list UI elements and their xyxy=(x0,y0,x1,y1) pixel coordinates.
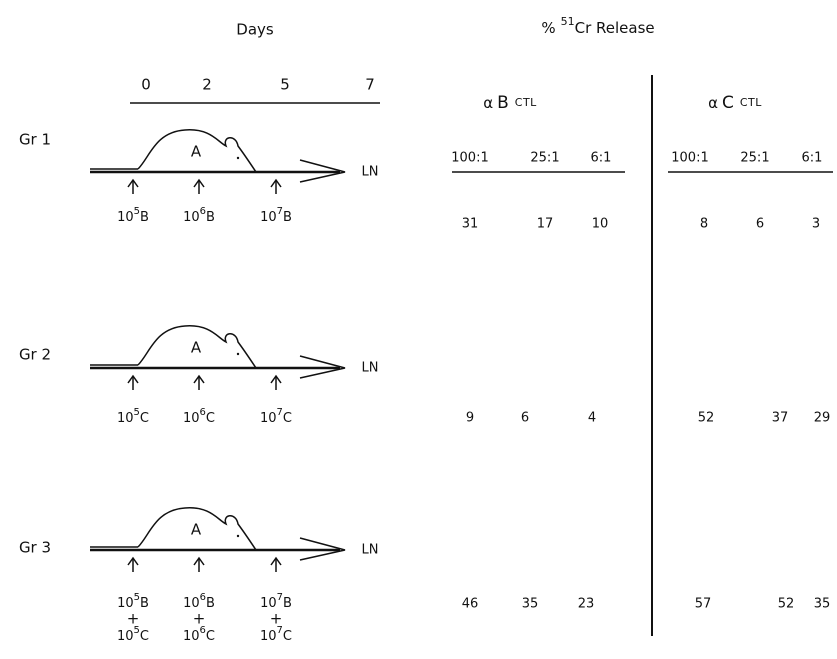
percent: % xyxy=(541,19,555,37)
eye xyxy=(237,535,239,537)
dose-base: 10 xyxy=(260,210,277,225)
plus: + xyxy=(127,610,140,628)
dose-cell: C xyxy=(206,629,215,644)
release-value: 52 xyxy=(698,411,715,426)
isotope: 51 xyxy=(561,15,575,28)
dose-base: 10 xyxy=(260,629,277,644)
ratio: 6:1 xyxy=(802,151,823,166)
dose-cell: C xyxy=(206,411,215,426)
dose-cell: C xyxy=(140,411,149,426)
eye xyxy=(237,157,239,159)
dose-base: 10 xyxy=(183,210,200,225)
dose-cell: B xyxy=(283,596,292,611)
eye xyxy=(237,353,239,355)
dose: 105C xyxy=(117,407,149,426)
mouse-label: A xyxy=(191,143,202,161)
day-label: 5 xyxy=(280,76,290,94)
release-value: 10 xyxy=(592,217,609,232)
mouse-label: A xyxy=(191,521,202,539)
release-value: 46 xyxy=(462,597,479,612)
release-value: 6 xyxy=(521,411,529,426)
dose-cell: C xyxy=(140,629,149,644)
release-value: 17 xyxy=(537,217,554,232)
dose-cell: C xyxy=(283,629,292,644)
site-label: LN xyxy=(362,165,379,180)
dose: 107B xyxy=(260,592,292,611)
dose-base: 10 xyxy=(183,596,200,611)
ratio: 25:1 xyxy=(530,151,559,166)
target-cell: B xyxy=(497,93,509,113)
group-label: Gr 1 xyxy=(19,131,51,149)
group-label: Gr 2 xyxy=(19,346,51,364)
day-label: 0 xyxy=(141,76,151,94)
site-label: LN xyxy=(362,543,379,558)
ratio: 100:1 xyxy=(451,151,488,166)
release-value: 4 xyxy=(588,411,596,426)
ctl: CTL xyxy=(740,96,762,109)
dose: 105C xyxy=(117,625,149,644)
dose: 105B xyxy=(117,206,149,225)
dose-base: 10 xyxy=(117,411,134,426)
release-value: 3 xyxy=(812,217,820,232)
release-value: 29 xyxy=(814,411,831,426)
target-cell: C xyxy=(722,93,734,113)
dose-base: 10 xyxy=(117,210,134,225)
figure: Days 0257%51Cr ReleaseαBCTL100:125:16:1α… xyxy=(0,0,837,659)
dose-cell: B xyxy=(206,596,215,611)
dose: 106C xyxy=(183,407,215,426)
dose: 107B xyxy=(260,206,292,225)
dose-base: 10 xyxy=(260,411,277,426)
dose-base: 10 xyxy=(117,596,134,611)
day-label: 2 xyxy=(202,76,212,94)
dose: 106B xyxy=(183,206,215,225)
dose-cell: B xyxy=(140,210,149,225)
ratio: 100:1 xyxy=(671,151,708,166)
release-value: 35 xyxy=(522,597,539,612)
dose-cell: B xyxy=(206,210,215,225)
dose-base: 10 xyxy=(260,596,277,611)
dose: 107C xyxy=(260,407,292,426)
alpha: α xyxy=(708,94,718,112)
site-label: LN xyxy=(362,361,379,376)
plus: + xyxy=(193,610,206,628)
ratio: 25:1 xyxy=(740,151,769,166)
release-value: 9 xyxy=(466,411,474,426)
dose: 106C xyxy=(183,625,215,644)
dose-cell: B xyxy=(140,596,149,611)
release-value: 35 xyxy=(814,597,831,612)
group-label: Gr 3 xyxy=(19,539,51,557)
dose-cell: C xyxy=(283,411,292,426)
release-value: 52 xyxy=(778,597,795,612)
release-value: 37 xyxy=(772,411,789,426)
alpha: α xyxy=(483,94,493,112)
dose-base: 10 xyxy=(117,629,134,644)
dose-base: 10 xyxy=(183,411,200,426)
release-text: Cr Release xyxy=(575,19,655,37)
release-value: 6 xyxy=(756,217,764,232)
dose-base: 10 xyxy=(183,629,200,644)
dose: 107C xyxy=(260,625,292,644)
ctl: CTL xyxy=(515,96,537,109)
release-value: 57 xyxy=(695,597,712,612)
release-title: % 51Cr Release xyxy=(541,15,654,37)
mouse-label: A xyxy=(191,339,202,357)
ratio: 6:1 xyxy=(591,151,612,166)
day-label: 7 xyxy=(365,76,375,94)
dose-cell: B xyxy=(283,210,292,225)
dose: 105B xyxy=(117,592,149,611)
days-title: Days xyxy=(236,21,274,39)
dose: 106B xyxy=(183,592,215,611)
release-value: 31 xyxy=(462,217,479,232)
release-value: 23 xyxy=(578,597,595,612)
plus: + xyxy=(270,610,283,628)
release-value: 8 xyxy=(700,217,708,232)
